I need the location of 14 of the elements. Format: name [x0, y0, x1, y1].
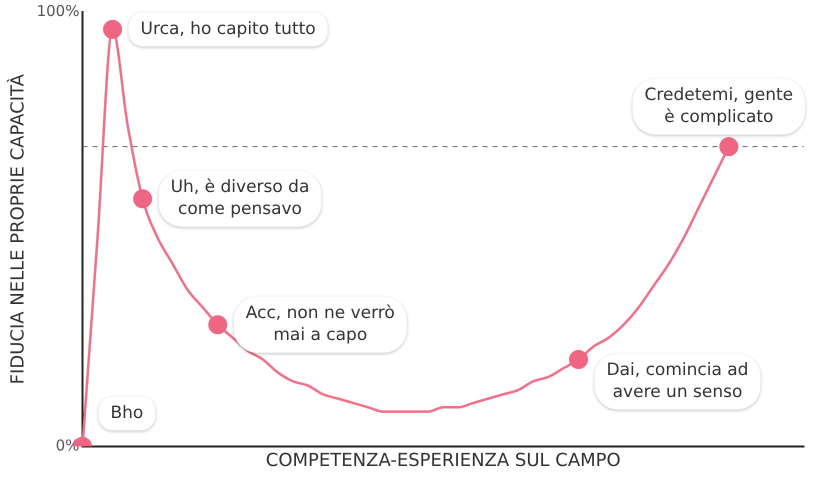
data-label: Credetemi, gente è complicato	[644, 85, 794, 128]
y-axis-title: FIDUCIA NELLE PROPRIE CAPACITÀ	[6, 73, 28, 384]
point	[133, 189, 152, 208]
point	[103, 20, 122, 39]
data-label: Uh, è diverso da come pensavo	[170, 177, 310, 220]
x-axis-title: COMPETENZA-ESPERIENZA SUL CAMPO	[266, 450, 621, 471]
data-label: Bho	[110, 402, 144, 423]
point	[569, 350, 588, 370]
point	[208, 315, 228, 334]
data-label: Urca, ho capito tutto	[140, 18, 316, 39]
point	[719, 137, 738, 156]
data-label: Dai, comincia ad avere un senso	[606, 360, 748, 402]
data-label: Acc, non ne verrò mai a capo	[246, 303, 395, 346]
y-tick-label: 100%	[36, 2, 80, 20]
